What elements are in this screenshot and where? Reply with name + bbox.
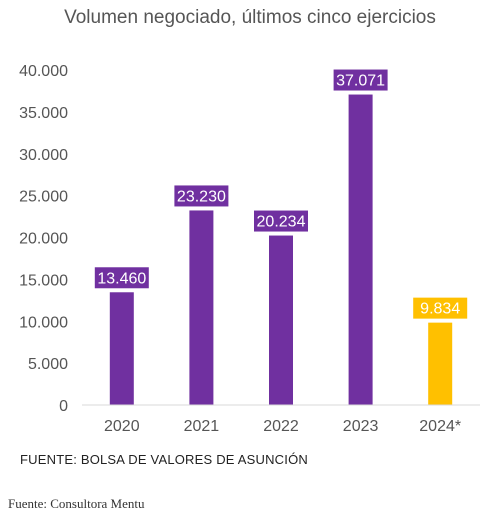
image-caption: Fuente: Consultora Mentu [8,496,145,511]
data-label: 23.230 [177,188,226,205]
data-label: 9.834 [420,301,460,318]
y-axis: 0 5.000 10.000 15.000 20.000 25.000 30.000 35.0… [19,63,68,415]
y-tick-label: 30.000 [19,147,68,164]
x-tick-label: 2021 [184,418,220,435]
y-tick-label: 15.000 [19,272,68,289]
data-label-box [92,265,151,291]
y-tick-label: 5.000 [28,356,68,373]
chart-title: Volumen negociado, últimos cinco ejercic… [64,7,436,28]
x-tick-label: 2020 [104,418,140,435]
data-label-box [252,208,310,234]
bars: 13.460 23.230 20.234 37.071 9.834 [92,67,470,406]
y-tick-label: 20.000 [19,231,68,248]
y-tick-label: 35.000 [19,105,68,122]
data-label-box [411,295,470,321]
y-tick-label: 0 [59,398,68,415]
y-tick-label: 10.000 [19,314,68,331]
data-label-box [172,183,231,209]
bar [269,235,293,405]
data-label: 37.071 [336,73,385,90]
bar [189,210,214,405]
data-label: 20.234 [257,214,306,231]
data-label: 13.460 [97,270,146,287]
y-tick-label: 25.000 [19,189,68,206]
x-tick-label: 2022 [263,418,299,435]
bar [428,322,453,405]
y-tick-label: 40.000 [19,63,68,80]
x-axis: 2020 2021 2022 2023 2024* [82,404,480,435]
bar [109,292,134,405]
bar [348,94,373,406]
data-label-box [331,67,390,93]
chart-source-note: FUENTE: BOLSA DE VALORES DE ASUNCIÓN [20,452,308,467]
x-tick-label: 2024* [419,418,461,435]
x-tick-label: 2023 [343,418,379,435]
